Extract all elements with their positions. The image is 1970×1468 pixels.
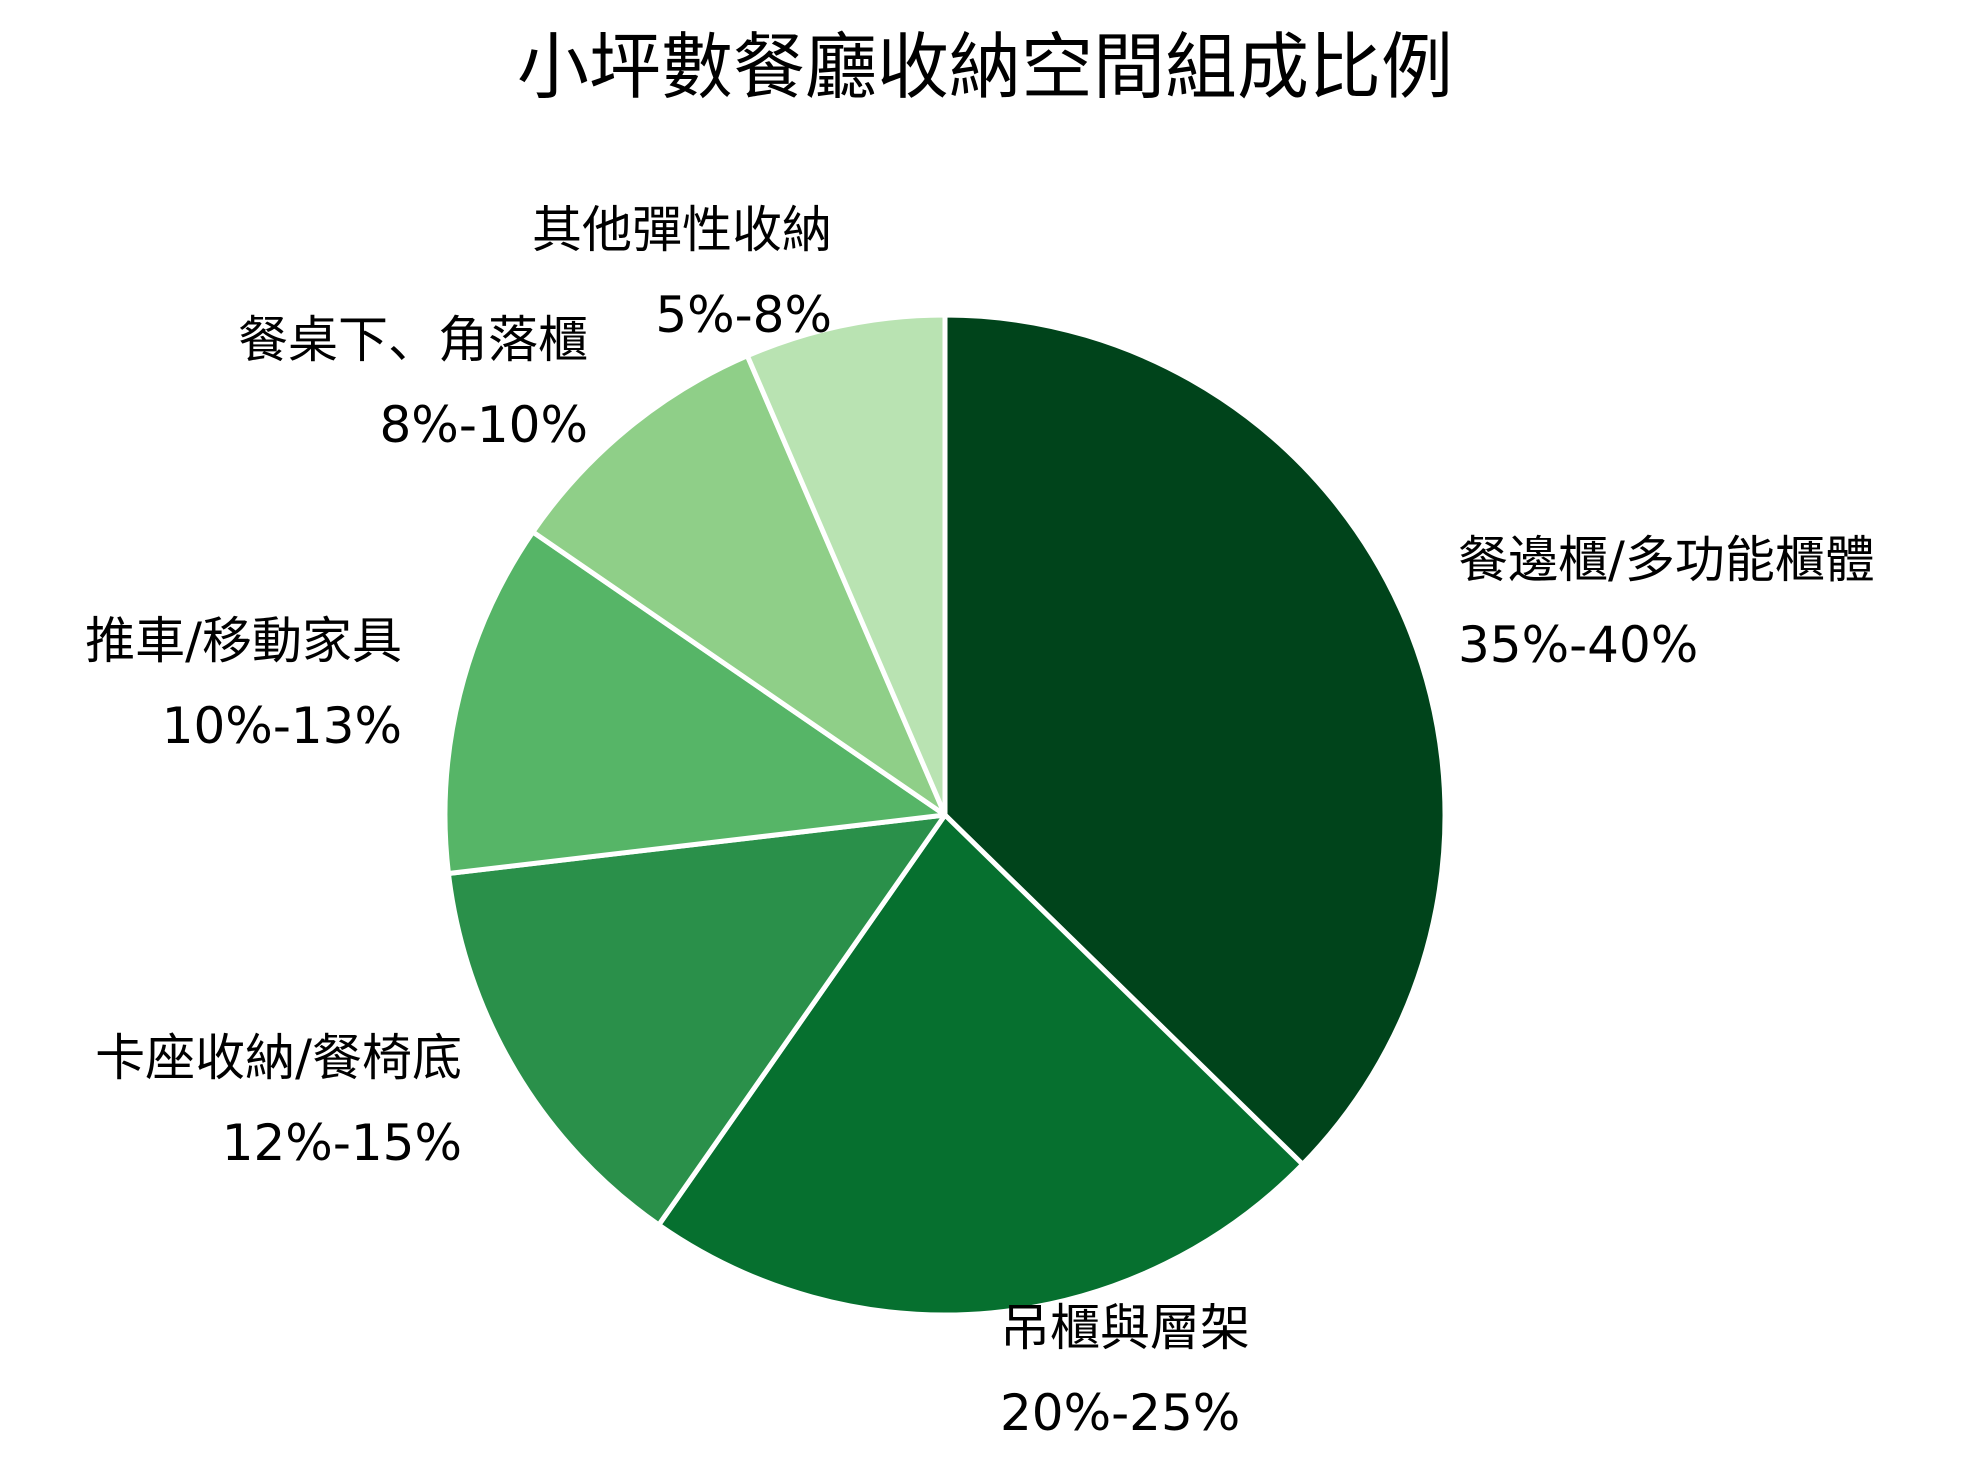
slice-category-label: 推車/移動家具 (85, 612, 402, 670)
slice-category-label: 餐邊櫃/多功能櫃體 (1458, 531, 1875, 589)
slice-category-label: 卡座收納/餐椅底 (95, 1029, 462, 1087)
slice-category-label: 吊櫃與層架 (1000, 1299, 1250, 1357)
pie-slice-2 (656, 812, 1306, 1318)
slice-value-label: 5%-8% (655, 286, 832, 344)
pie-labels: 餐邊櫃/多功能櫃體 35%-40% 吊櫃與層架 20%-25% 卡座收納/餐椅底 12%-… (85, 201, 1875, 1442)
slice-value-label: 8%-10% (380, 396, 589, 454)
pie-slice-3 (445, 812, 948, 1228)
slice-value-label: 20%-25% (1000, 1384, 1240, 1442)
pie-slice-4 (442, 529, 948, 876)
pie-slice-1 (942, 312, 1448, 1167)
slice-value-label: 12%-15% (222, 1114, 462, 1172)
pie-slice-5 (530, 353, 948, 818)
slice-value-label: 35%-40% (1458, 616, 1698, 674)
slice-category-label: 餐桌下、角落櫃 (238, 311, 588, 369)
slice-value-label: 10%-13% (162, 697, 402, 755)
pie-slices (442, 312, 1448, 1318)
chart-title: 小坪數餐廳收納空間組成比例 (516, 25, 1453, 109)
slice-category-label: 其他彈性收納 (532, 201, 832, 259)
pie-slice-6 (744, 312, 948, 818)
